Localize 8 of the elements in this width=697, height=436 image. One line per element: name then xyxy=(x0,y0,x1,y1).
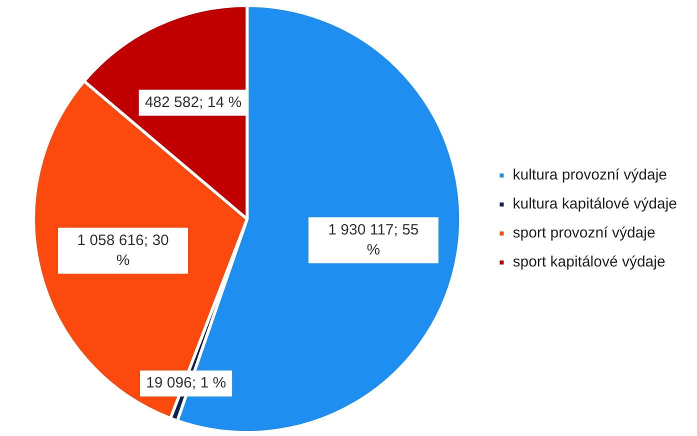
legend-label: kultura provozní výdaje xyxy=(512,166,667,184)
data-label: 1 930 117; 55 % xyxy=(328,221,419,258)
data-label: 482 582; 14 % xyxy=(144,94,242,111)
data-label: 19 096; 1 % xyxy=(146,374,226,392)
legend-label: sport provozní výdaje xyxy=(512,224,656,242)
legend-label: sport kapitálové výdaje xyxy=(512,254,666,271)
legend-label: kultura kapitálové výdaje xyxy=(512,196,678,213)
data-label: 1 058 616; 30 % xyxy=(77,232,169,269)
